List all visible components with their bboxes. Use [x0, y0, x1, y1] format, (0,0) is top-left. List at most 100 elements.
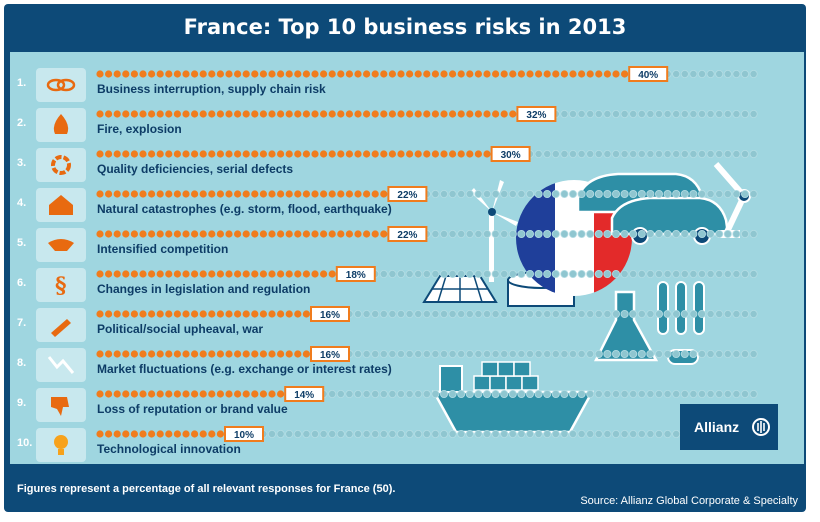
bar-dot-empty [534, 389, 543, 398]
risk-row: 10. 10%Technological innovation [17, 426, 758, 462]
risk-row: 2. 32% Fire, explosion [17, 106, 758, 142]
bar-dot-empty [448, 309, 457, 318]
bar-dot-filled [302, 150, 310, 158]
bar-dot-filled [294, 310, 302, 318]
rank-number: 2. [17, 117, 26, 129]
bar-dot-empty [741, 269, 750, 278]
bar-dot-empty [620, 110, 629, 119]
bar-dot-empty [603, 309, 612, 318]
bar-dot-filled [363, 150, 371, 158]
bar-dot-filled [268, 350, 276, 358]
bar-dot-filled [277, 110, 285, 118]
bar-dot-filled [139, 70, 147, 78]
bar-dot-empty [594, 229, 603, 238]
bar-dot-filled [130, 430, 138, 438]
bar-dot-empty [560, 389, 569, 398]
bar-dot-filled [302, 270, 310, 278]
bar-dot-filled [122, 150, 130, 158]
bar-dot-filled [113, 70, 121, 78]
bar-dot-filled [431, 110, 439, 118]
bar-dot-empty [715, 70, 724, 79]
risk-label: Market fluctuations (e.g. exchange or in… [97, 362, 392, 376]
bar-dot-empty [569, 110, 578, 119]
bar-dot-empty [732, 189, 741, 198]
bar-dot-empty [741, 389, 750, 398]
bar-dot-filled [122, 270, 130, 278]
bar-dot-filled [242, 270, 250, 278]
bar-dot-empty [353, 389, 362, 398]
bar-dot-empty [655, 269, 664, 278]
bar-dot-filled [173, 190, 181, 198]
bar-dot-filled [259, 350, 267, 358]
bar-dot-filled [423, 70, 431, 78]
bar-dot-filled [302, 350, 310, 358]
bar-dot-filled [311, 230, 319, 238]
bar-dot-empty [569, 269, 578, 278]
risk-row: 9. 14% Loss of reputation or brand value [17, 386, 758, 422]
bar-dot-filled [225, 310, 233, 318]
bar-dot-filled [113, 110, 121, 118]
bar-dot-empty [362, 389, 371, 398]
bar-dot-filled [199, 350, 207, 358]
bar-dot-empty [680, 389, 689, 398]
bar-dot-empty [732, 389, 741, 398]
bar-dot-filled [191, 150, 199, 158]
bar-dot-empty [646, 229, 655, 238]
bar-dot-empty [543, 309, 552, 318]
bar-dot-empty [500, 269, 509, 278]
bar-dot-filled [431, 150, 439, 158]
bar-dot-empty [689, 229, 698, 238]
bar-dot-filled [182, 190, 190, 198]
bar-dot-filled [156, 150, 164, 158]
bar-dot-empty [302, 429, 311, 438]
bar-dot-filled [371, 70, 379, 78]
bar-dot-filled [277, 190, 285, 198]
handshake-icon [48, 239, 74, 251]
icon-badge [36, 68, 86, 102]
rank-number: 4. [17, 197, 26, 209]
bar-dot-empty [569, 349, 578, 358]
bar-dot-empty [465, 229, 474, 238]
solar-panel-icon [422, 275, 498, 303]
bar-dot-empty [526, 229, 535, 238]
bar-dot-filled [156, 310, 164, 318]
bar-dot-empty [560, 269, 569, 278]
bar-dot-filled [268, 310, 276, 318]
bar-dot-filled [251, 230, 259, 238]
bar-dot-filled [509, 70, 517, 78]
bar-dot-filled [105, 310, 113, 318]
bar-dot-filled [216, 230, 224, 238]
bar-dot-filled [191, 190, 199, 198]
bar-dot-empty [474, 309, 483, 318]
bar-dot-empty [465, 269, 474, 278]
bar-dot-empty [336, 429, 345, 438]
bar-dot-filled [216, 70, 224, 78]
bar-dot-empty [371, 349, 380, 358]
bar-dot-filled [225, 230, 233, 238]
bar-dot-filled [165, 230, 173, 238]
bar-dot-empty [603, 269, 612, 278]
bar-dot-empty [379, 429, 388, 438]
bar-dot-filled [569, 70, 577, 78]
bar-dot-filled [105, 390, 113, 398]
bar-dot-filled [96, 230, 104, 238]
bar-dot-empty [637, 429, 646, 438]
bar-dot-empty [663, 269, 672, 278]
bar-dot-filled [483, 150, 491, 158]
bar-dot-empty [526, 269, 535, 278]
bar-dot-empty [465, 309, 474, 318]
bar-dot-empty [629, 309, 638, 318]
bar-dot-empty [500, 429, 509, 438]
bar-dot-empty [422, 389, 431, 398]
bar-dot-empty [482, 269, 491, 278]
rank-number: 3. [17, 157, 26, 169]
bar-dot-empty [439, 189, 448, 198]
bar-dot-filled [397, 150, 405, 158]
bar-dot-empty [706, 110, 715, 119]
bar-dot-filled [517, 70, 526, 78]
bar-dot-filled [105, 350, 113, 358]
bar-dot-empty [723, 70, 732, 79]
bar-dot-empty [457, 349, 466, 358]
bar-dot-empty [560, 429, 569, 438]
